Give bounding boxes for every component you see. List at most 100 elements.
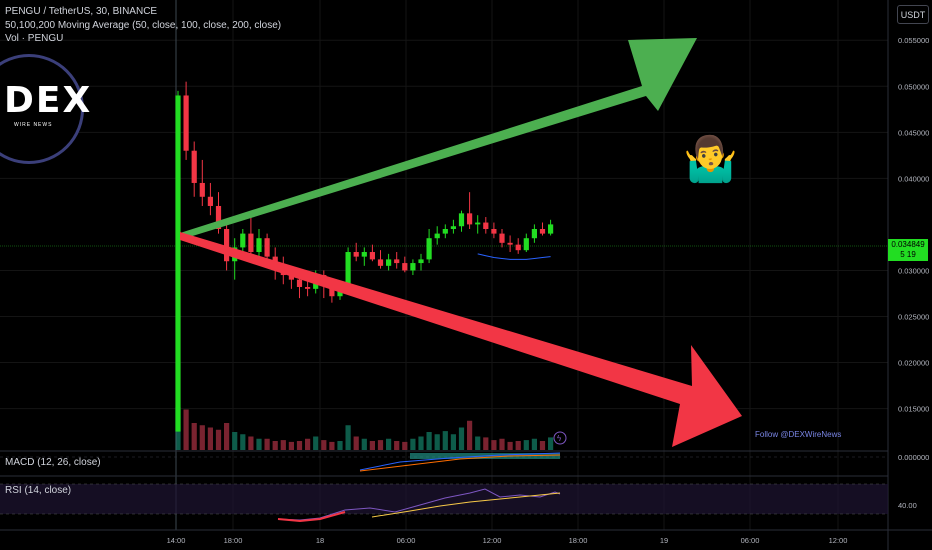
- volume-bar: [369, 441, 375, 450]
- volume-bar: [313, 436, 319, 450]
- volume-bar: [353, 436, 359, 450]
- price-tick-label: 0.015000: [898, 405, 929, 414]
- candle-body: [548, 224, 554, 234]
- time-axis[interactable]: 14:00 18:00 18 06:00 12:00 18:00 19 06:00 12:00: [167, 536, 848, 545]
- time-tick-label: 18:00: [224, 536, 243, 545]
- volume-bar: [507, 441, 513, 450]
- candle-body: [450, 226, 456, 229]
- candle-body: [183, 95, 189, 151]
- volume-bar: [345, 425, 351, 450]
- candle-body: [361, 252, 367, 257]
- candle-body: [329, 284, 335, 297]
- candle-body: [199, 182, 205, 197]
- volume-bar: [264, 438, 270, 450]
- time-tick-label: 14:00: [167, 536, 186, 545]
- time-tick-label: 06:00: [741, 536, 760, 545]
- volume-bar: [248, 436, 254, 450]
- candle-body: [394, 259, 400, 264]
- candle-body: [240, 233, 246, 248]
- chart-title: PENGU / TetherUS, 30, BINANCE: [5, 6, 158, 17]
- volume-bar: [515, 441, 521, 450]
- candle-body: [418, 259, 424, 264]
- volume-bar: [410, 438, 416, 450]
- volume-bar: [467, 420, 473, 450]
- follow-text: Follow @DEXWireNews: [755, 430, 842, 439]
- lightning-icon[interactable]: [553, 431, 567, 445]
- price-tick-label: 0.030000: [898, 266, 929, 275]
- volume-bar: [321, 440, 327, 450]
- candle-body: [288, 275, 294, 280]
- candle-body: [264, 238, 270, 257]
- macd-axis-label: 0.000000: [898, 453, 929, 462]
- currency-button[interactable]: USDT: [897, 5, 929, 24]
- volume-bar: [256, 438, 262, 450]
- candle-body: [410, 263, 416, 271]
- volume-bar: [442, 431, 448, 450]
- volume-bar: [483, 437, 489, 450]
- volume-bar: [207, 427, 213, 450]
- volume-bar: [288, 441, 294, 450]
- candle-body: [207, 196, 213, 206]
- candle-body: [337, 290, 343, 297]
- logo-subtitle: WIRE NEWS: [14, 122, 53, 128]
- time-tick-label: 12:00: [829, 536, 848, 545]
- volume-bar: [224, 423, 230, 450]
- last-price-value: 0.034849: [891, 240, 925, 249]
- rsi-axis-label: 40.00: [898, 501, 917, 510]
- candle-body: [296, 279, 303, 288]
- macd-pane: [0, 452, 888, 472]
- volume-bar: [296, 441, 303, 450]
- macd-label: MACD (12, 26, close): [5, 457, 101, 468]
- volume-bar: [329, 441, 335, 450]
- time-tick-label: 18:00: [569, 536, 588, 545]
- candle-body: [523, 238, 529, 251]
- volume-bar: [183, 409, 189, 450]
- candle-body: [175, 95, 181, 432]
- lightning-glyph: ϟ: [557, 434, 562, 443]
- candle-body: [256, 238, 262, 253]
- volume-bar: [499, 438, 505, 450]
- price-axis[interactable]: 0.055000 0.050000 0.045000 0.040000 0.030000…: [898, 36, 929, 413]
- dex-logo: DEX WIRE NEWS: [0, 54, 90, 164]
- candle-body: [483, 222, 489, 229]
- candle-body: [458, 213, 465, 227]
- candle-body: [539, 229, 546, 234]
- price-tick-label: 0.045000: [898, 128, 929, 137]
- volume-bar: [523, 440, 529, 450]
- last-price-countdown: 5 19: [900, 250, 916, 259]
- volume-bar: [386, 438, 392, 450]
- candle-body: [369, 252, 375, 260]
- time-tick-label: 12:00: [483, 536, 502, 545]
- volume-bar: [539, 441, 546, 450]
- time-tick-label: 19: [660, 536, 668, 545]
- volume-bar: [377, 440, 384, 450]
- candle-body: [248, 233, 254, 253]
- candle-body: [215, 205, 222, 229]
- price-tick-label: 0.050000: [898, 82, 929, 91]
- candle-body: [426, 238, 432, 260]
- candle-body: [191, 150, 197, 183]
- candle-body: [507, 242, 513, 245]
- volume-bar: [215, 429, 222, 450]
- last-price-tag: 0.034849 5 19: [888, 239, 928, 261]
- volume-bar: [426, 432, 432, 450]
- candle-body: [475, 222, 481, 225]
- volume-label: Vol · PENGU: [5, 33, 64, 44]
- volume-bar: [305, 438, 311, 450]
- price-tick-label: 0.020000: [898, 359, 929, 368]
- candle-body: [467, 213, 473, 225]
- candle-body: [305, 287, 311, 289]
- candle-body: [515, 244, 521, 251]
- volume-bar: [394, 441, 400, 450]
- volume-bar: [450, 434, 456, 450]
- candle-body: [224, 229, 230, 262]
- volume-bars: [175, 407, 554, 450]
- candle-body: [442, 229, 448, 234]
- green-arrow: [180, 38, 697, 238]
- moving-average-label: 50,100,200 Moving Average (50, close, 10…: [5, 20, 282, 31]
- volume-bar: [434, 434, 440, 450]
- rsi-label: RSI (14, close): [5, 485, 72, 496]
- red-arrow: [180, 232, 742, 447]
